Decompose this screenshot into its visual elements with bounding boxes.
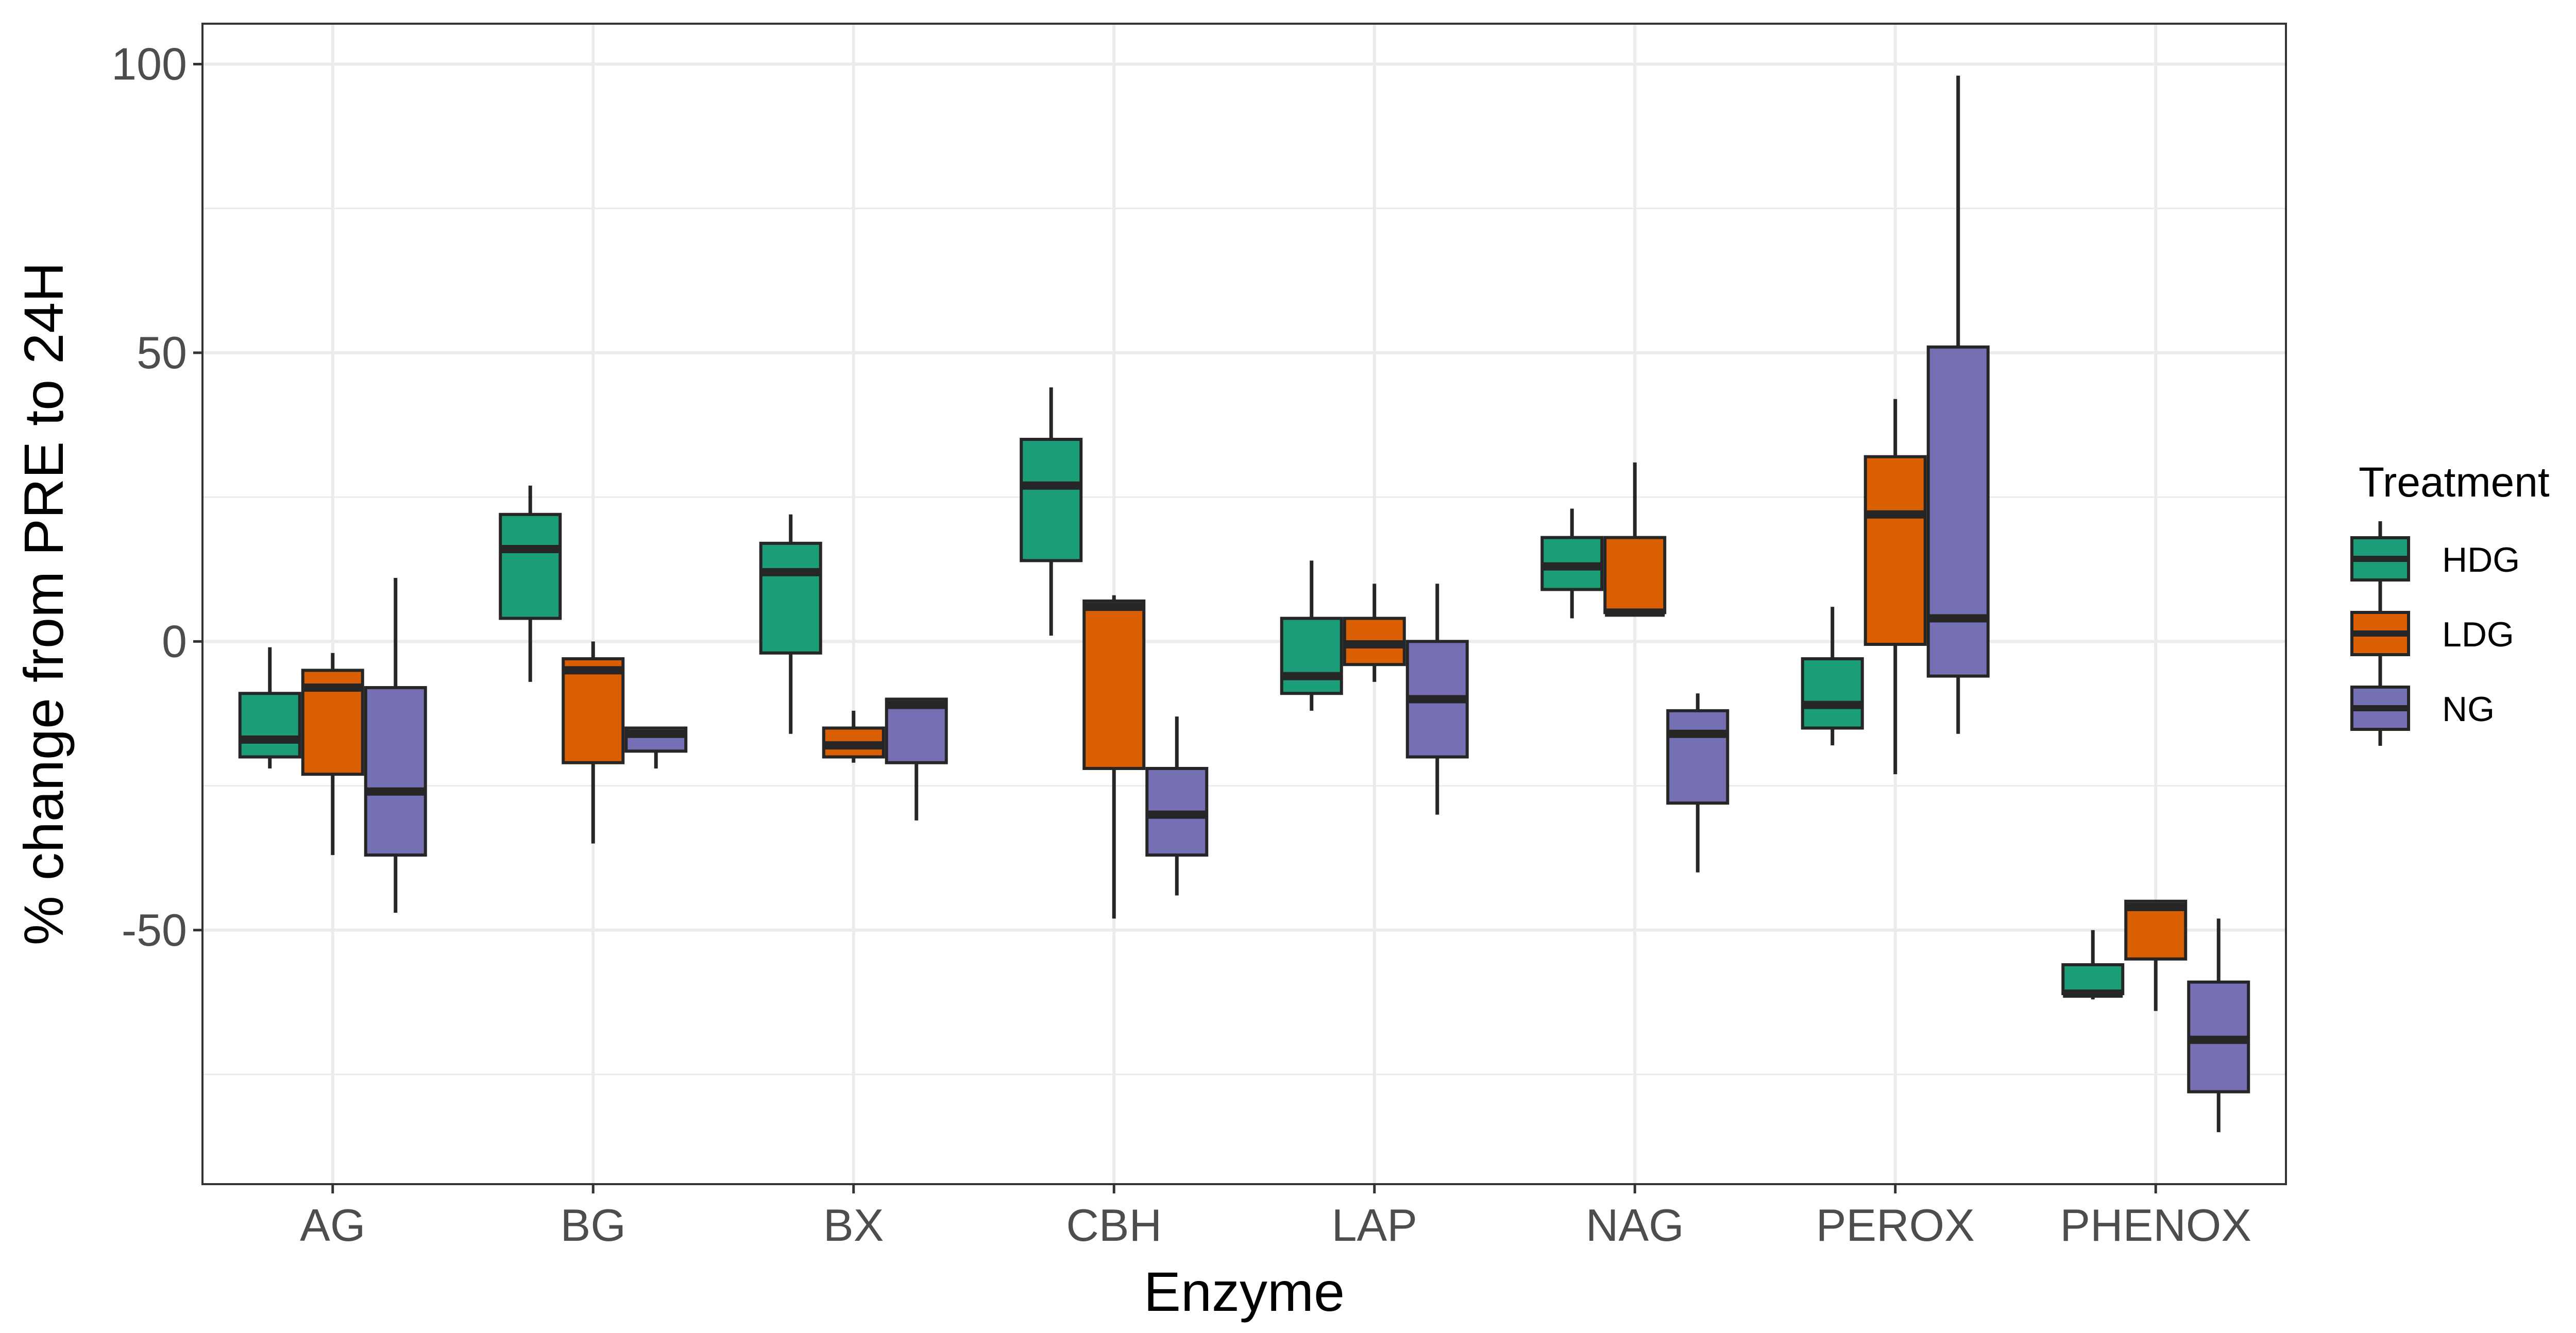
box-bg-ng bbox=[624, 726, 688, 768]
box-lap-hdg bbox=[1280, 560, 1343, 711]
legend-item-ng: NG bbox=[2350, 671, 2495, 746]
iqr-box bbox=[1801, 657, 1864, 730]
legend-title: Treatment bbox=[2359, 459, 2550, 506]
box-nag-hdg bbox=[1540, 508, 1604, 619]
axes: -50 0 50 100 AG BG BX CBH LAP NAG PEROX PHENOX bbox=[111, 38, 2251, 1251]
legend-label: NG bbox=[2442, 690, 2495, 729]
legend-item-hdg: HDG bbox=[2350, 521, 2520, 596]
iqr-box bbox=[1082, 599, 1146, 770]
y-tick-label: 0 bbox=[162, 616, 187, 666]
iqr-box bbox=[562, 657, 625, 764]
x-tick-label-perox: PEROX bbox=[1816, 1200, 1975, 1251]
x-tick-label-bx: BX bbox=[823, 1200, 884, 1251]
iqr-box bbox=[1603, 536, 1667, 614]
box-bx-hdg bbox=[759, 514, 822, 734]
x-axis-title: Enzyme bbox=[1144, 1260, 1345, 1323]
x-tick-label-cbh: CBH bbox=[1066, 1200, 1162, 1251]
iqr-box bbox=[1280, 617, 1343, 695]
iqr-box bbox=[759, 541, 822, 655]
y-tick-label: 100 bbox=[111, 38, 187, 89]
iqr-box bbox=[2061, 963, 2125, 996]
box-phenox-hdg bbox=[2061, 930, 2125, 1000]
panel-border bbox=[201, 23, 2287, 1185]
box-cbh-ldg bbox=[1082, 595, 1146, 919]
legend-label: HDG bbox=[2442, 540, 2520, 579]
y-tick-label: -50 bbox=[122, 904, 187, 955]
iqr-box bbox=[1863, 455, 1927, 646]
y-tick-label: 50 bbox=[137, 327, 187, 378]
box-lap-ldg bbox=[1343, 584, 1406, 682]
iqr-box bbox=[885, 697, 948, 764]
box-bg-ldg bbox=[562, 641, 625, 844]
x-tick-label-lap: LAP bbox=[1332, 1200, 1417, 1251]
box-bx-ng bbox=[885, 697, 948, 821]
legend-item-ldg: LDG bbox=[2350, 596, 2514, 671]
box-phenox-ldg bbox=[2124, 899, 2188, 1011]
box-phenox-ng bbox=[2187, 918, 2250, 1133]
legend: Treatment HDG LDG NG bbox=[2350, 459, 2550, 746]
box-ag-hdg bbox=[238, 647, 301, 768]
iqr-box bbox=[1666, 709, 1730, 805]
iqr-box bbox=[1020, 438, 1083, 562]
box-cbh-ng bbox=[1145, 716, 1209, 896]
box-perox-hdg bbox=[1801, 607, 1864, 746]
y-axis-title: % change from PRE to 24H bbox=[12, 262, 75, 946]
box-cbh-hdg bbox=[1020, 387, 1083, 636]
box-bg-hdg bbox=[499, 485, 562, 682]
iqr-box bbox=[499, 512, 562, 620]
iqr-box bbox=[1926, 345, 1990, 678]
x-tick-label-phenox: PHENOX bbox=[2060, 1200, 2251, 1251]
x-tick-label-bg: BG bbox=[561, 1200, 626, 1251]
box-lap-ng bbox=[1405, 584, 1469, 815]
legend-label: LDG bbox=[2442, 615, 2514, 654]
box-perox-ng bbox=[1926, 75, 1990, 734]
box-ag-ldg bbox=[301, 653, 364, 856]
box-ag-ng bbox=[364, 578, 427, 913]
box-nag-ng bbox=[1666, 693, 1730, 873]
box-perox-ldg bbox=[1863, 399, 1927, 775]
x-tick-label-nag: NAG bbox=[1586, 1200, 1684, 1251]
box-bx-ldg bbox=[822, 710, 885, 763]
x-tick-label-ag: AG bbox=[300, 1200, 365, 1251]
box-nag-ldg bbox=[1603, 462, 1667, 617]
iqr-box bbox=[238, 692, 301, 759]
boxes bbox=[238, 75, 2250, 1133]
iqr-box bbox=[364, 686, 427, 857]
